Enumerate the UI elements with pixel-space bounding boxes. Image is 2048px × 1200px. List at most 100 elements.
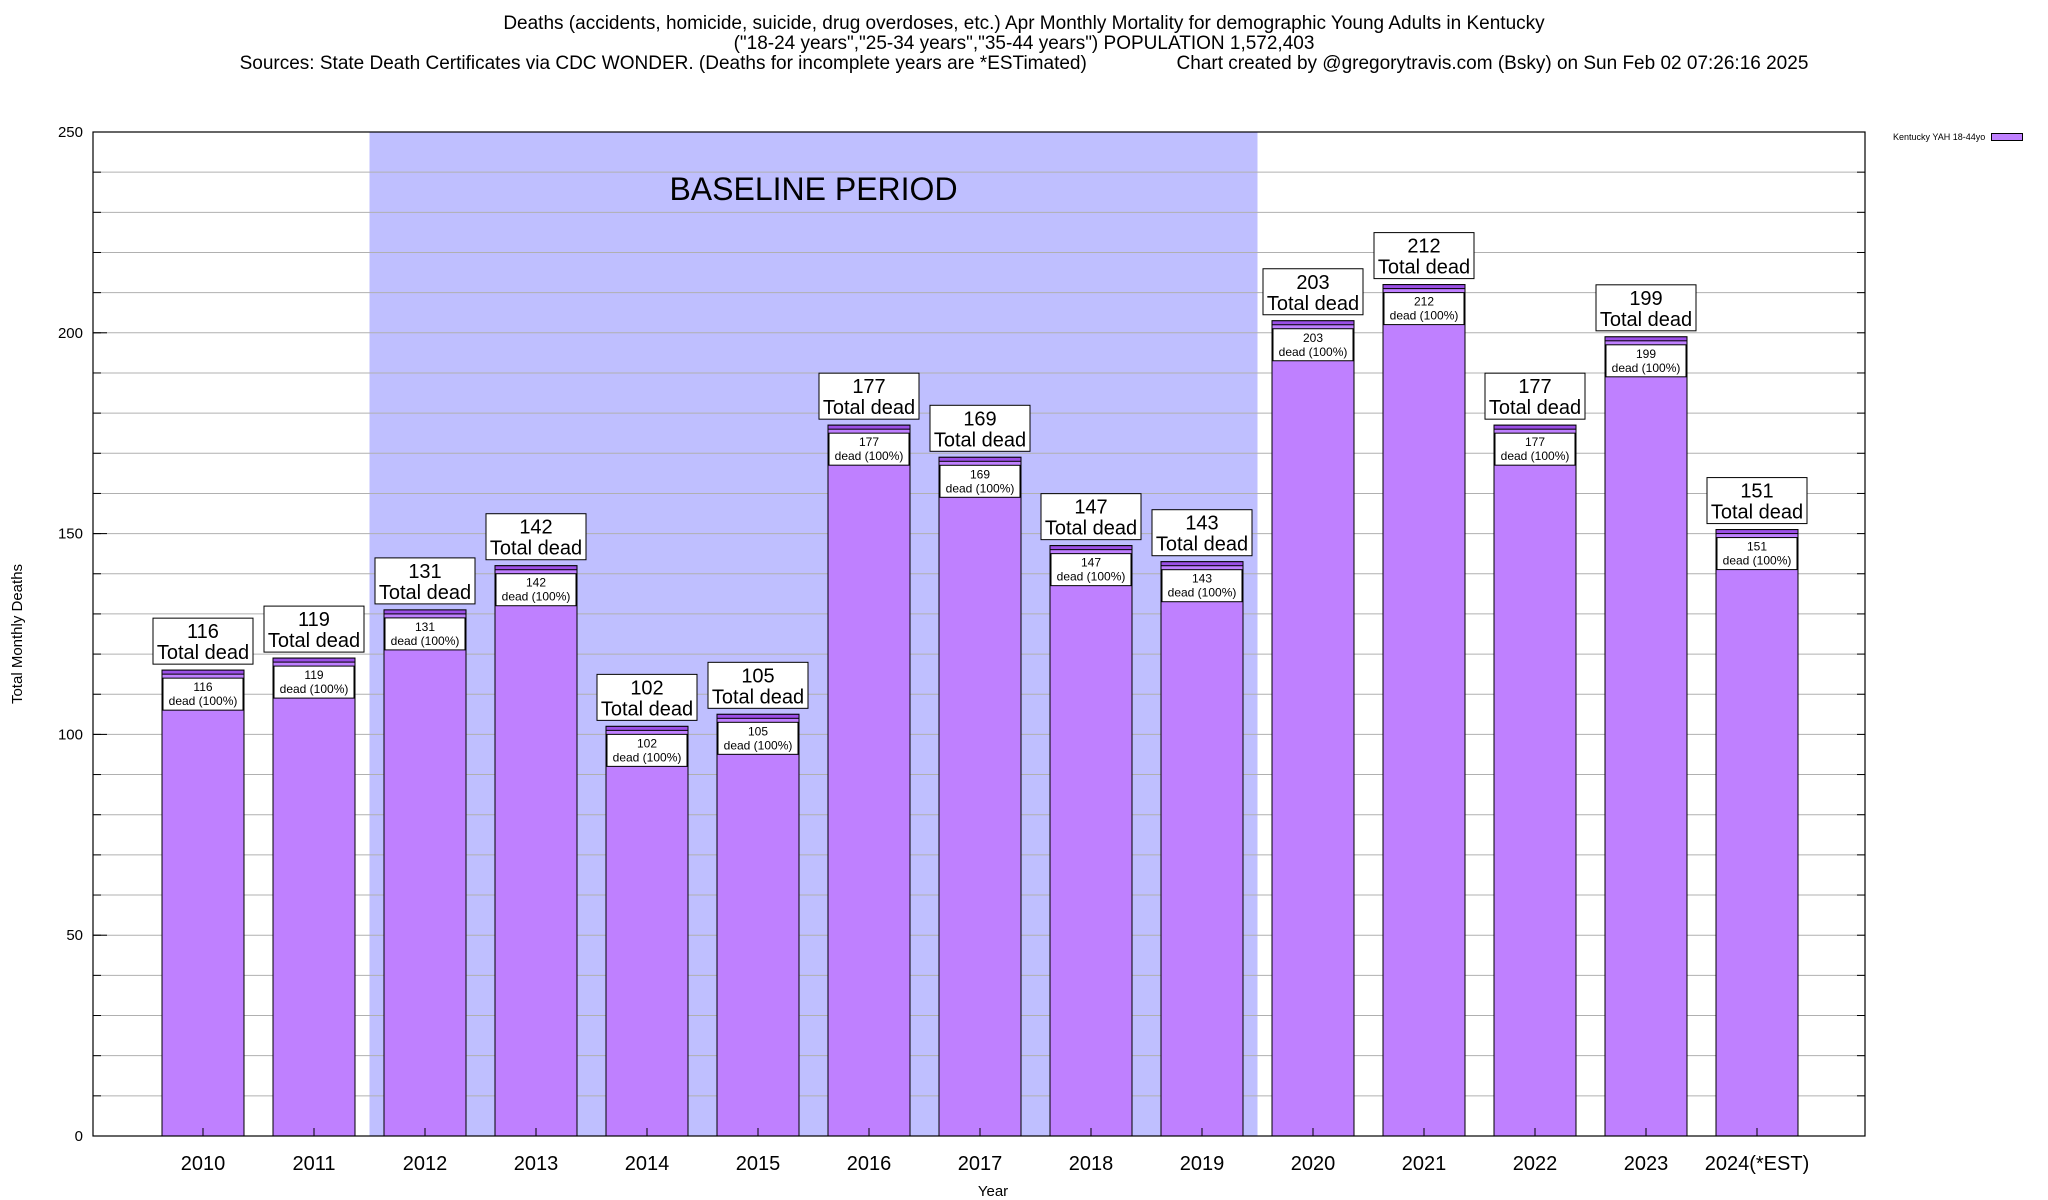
total-dead-label: Total dead <box>490 538 582 560</box>
inner-label-box <box>606 733 688 767</box>
y-tick-label: 50 <box>66 927 83 944</box>
x-tick-label: 2016 <box>847 1153 892 1175</box>
bar <box>1604 336 1688 1137</box>
inner-value-label: 212 <box>1414 295 1434 309</box>
bar-top-cap <box>605 725 689 731</box>
inner-value-label: 151 <box>1747 540 1767 554</box>
bar <box>272 657 356 1137</box>
inner-value-label: 143 <box>1192 572 1212 586</box>
total-dead-label: Total dead <box>712 686 804 708</box>
legend-label: Kentucky YAH 18-44yo <box>1893 132 1986 142</box>
total-value-label: 143 <box>1185 513 1218 535</box>
x-tick-label: 2014 <box>625 1153 670 1175</box>
total-label-box <box>1373 232 1475 280</box>
bar <box>716 713 800 1137</box>
inner-percent-label: dead (100%) <box>169 694 238 708</box>
bar <box>494 565 578 1137</box>
chart-subtitle: ("18-24 years","25-34 years","35-44 year… <box>733 33 1315 54</box>
bar <box>1271 320 1355 1137</box>
total-value-label: 177 <box>1518 376 1551 398</box>
total-label-box <box>929 404 1031 452</box>
inner-value-label: 177 <box>1525 435 1545 449</box>
inner-percent-label: dead (100%) <box>1168 586 1237 600</box>
total-value-label: 177 <box>852 376 885 398</box>
total-dead-label: Total dead <box>379 582 471 604</box>
total-label-box <box>152 617 254 665</box>
inner-percent-label: dead (100%) <box>1057 570 1126 584</box>
total-value-label: 203 <box>1296 272 1329 294</box>
inner-percent-label: dead (100%) <box>835 449 904 463</box>
total-value-label: 131 <box>408 561 441 583</box>
inner-value-label: 169 <box>970 467 990 481</box>
bar-top-cap <box>1160 561 1244 567</box>
inner-value-label: 203 <box>1303 331 1323 345</box>
total-dead-label: Total dead <box>1045 518 1137 540</box>
total-dead-label: Total dead <box>157 642 249 664</box>
x-tick-label: 2012 <box>403 1153 448 1175</box>
total-label-box <box>485 513 587 561</box>
total-dead-label: Total dead <box>1600 309 1692 331</box>
inner-label-box <box>1605 344 1687 378</box>
inner-percent-label: dead (100%) <box>613 750 682 764</box>
bar-top-cap <box>1493 424 1577 430</box>
y-tick-label: 100 <box>58 726 83 743</box>
bar-top-cap <box>716 713 800 719</box>
inner-label-box <box>1272 328 1354 362</box>
bar <box>1049 545 1133 1137</box>
total-label-box <box>596 673 698 721</box>
inner-label-box <box>495 573 577 607</box>
x-tick-label: 2013 <box>514 1153 559 1175</box>
total-dead-label: Total dead <box>934 429 1026 451</box>
total-dead-label: Total dead <box>1711 502 1803 524</box>
bar <box>161 669 245 1137</box>
x-tick-label: 2017 <box>958 1153 1003 1175</box>
bar <box>1160 561 1244 1137</box>
total-label-box <box>263 605 365 653</box>
inner-label-box <box>1161 569 1243 603</box>
inner-label-box <box>1716 537 1798 571</box>
inner-label-box <box>717 721 799 755</box>
x-tick-label: 2024(*EST) <box>1705 1153 1810 1175</box>
bar <box>383 609 467 1137</box>
inner-label-box <box>384 617 466 651</box>
inner-value-label: 147 <box>1081 556 1101 570</box>
bar-top-cap <box>161 669 245 675</box>
inner-value-label: 199 <box>1636 347 1656 361</box>
bar <box>1715 529 1799 1137</box>
total-value-label: 212 <box>1407 236 1440 258</box>
inner-label-box <box>1494 432 1576 466</box>
x-tick-label: 2018 <box>1069 1153 1114 1175</box>
inner-label-box <box>162 677 244 711</box>
total-label-box <box>1595 284 1697 332</box>
bar-top-cap <box>1382 284 1466 290</box>
total-value-label: 119 <box>298 609 330 631</box>
x-tick-label: 2011 <box>292 1153 335 1175</box>
total-label-box <box>374 557 476 605</box>
bar-top-cap <box>1049 545 1133 551</box>
total-value-label: 147 <box>1074 497 1107 519</box>
inner-percent-label: dead (100%) <box>1279 345 1348 359</box>
x-tick-label: 2021 <box>1402 1153 1447 1175</box>
inner-value-label: 142 <box>526 576 546 590</box>
bar-top-cap <box>272 657 356 663</box>
y-axis-label: Total Monthly Deaths <box>9 564 26 704</box>
inner-percent-label: dead (100%) <box>1501 449 1570 463</box>
inner-label-box <box>1050 553 1132 587</box>
x-tick-label: 2023 <box>1624 1153 1669 1175</box>
total-value-label: 105 <box>741 665 774 687</box>
total-label-box <box>1040 493 1142 541</box>
y-tick-label: 250 <box>58 124 83 141</box>
total-label-box <box>1262 268 1364 316</box>
inner-label-box <box>828 432 910 466</box>
inner-percent-label: dead (100%) <box>946 481 1015 495</box>
bar-top-cap <box>494 565 578 571</box>
total-value-label: 169 <box>963 408 996 430</box>
legend-swatch <box>1991 133 2024 141</box>
total-value-label: 116 <box>187 621 219 643</box>
plot-frame <box>92 131 1866 1137</box>
x-tick-label: 2020 <box>1291 1153 1336 1175</box>
bar-top-cap <box>938 456 1022 462</box>
inner-percent-label: dead (100%) <box>1723 554 1792 568</box>
inner-value-label: 131 <box>415 620 435 634</box>
bar <box>1493 424 1577 1137</box>
